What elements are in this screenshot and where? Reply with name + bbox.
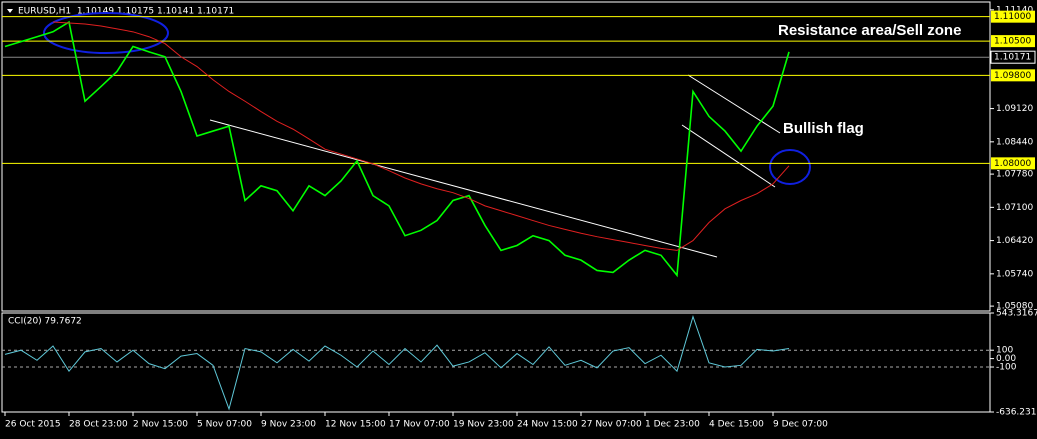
price-panel: [1, 1, 991, 312]
cci-panel: [1, 312, 991, 413]
menu-arrow: [7, 9, 13, 13]
y-tick-label: 1.05080: [996, 302, 1033, 312]
x-tick-label: 9 Nov 23:00: [261, 420, 316, 430]
highlight-ellipse: [769, 149, 811, 185]
chart-title: EURUSD,H1 1.10149 1.10175 1.10141 1.1017…: [18, 7, 234, 17]
highlight-ellipse: [43, 12, 169, 54]
x-tick-label: 4 Dec 15:00: [709, 420, 764, 430]
x-tick-label: 28 Oct 23:00: [69, 420, 128, 430]
y-tick-label: 1.05740: [996, 269, 1033, 279]
series-line: [4, 314, 790, 411]
y-tick-label: 0.00: [996, 354, 1016, 364]
level-label: 1.10500: [994, 37, 1031, 47]
trendline: [209, 119, 718, 258]
last-price-box: [990, 50, 1036, 64]
flag-line: [687, 74, 781, 134]
series-line: [4, 20, 790, 278]
cci-title: CCI(20) 79.7672: [8, 317, 82, 327]
level-label: 1.11000: [994, 12, 1031, 22]
x-tick-label: 24 Nov 15:00: [517, 420, 578, 430]
level-label-box: [991, 69, 1035, 82]
x-tick-label: 5 Nov 07:00: [197, 420, 252, 430]
x-tick-label: 1 Dec 23:00: [645, 420, 700, 430]
level-label-box: [991, 35, 1035, 48]
x-tick-label: 26 Oct 2015: [5, 420, 61, 430]
y-tick-label: -636.231: [996, 408, 1036, 418]
annotation: Bullish flag: [783, 120, 864, 137]
y-tick-label: 1.09120: [996, 104, 1033, 114]
y-tick-label: 1.06420: [996, 236, 1033, 246]
y-tick-label: 1.07780: [996, 170, 1033, 180]
last-price-label: 1.10171: [994, 53, 1031, 63]
series-line: [52, 21, 790, 251]
y-tick-label: -100: [996, 362, 1017, 372]
y-tick-label: 1.11140: [996, 5, 1033, 15]
x-tick-label: 19 Nov 23:00: [453, 420, 514, 430]
x-tick-label: 12 Nov 15:00: [325, 420, 386, 430]
y-tick-label: 1.08440: [996, 137, 1033, 147]
x-tick-label: 17 Nov 07:00: [389, 420, 450, 430]
x-tick-label: 9 Dec 07:00: [773, 420, 828, 430]
x-tick-label: 2 Nov 15:00: [133, 420, 188, 430]
y-tick-label: 100: [996, 346, 1013, 356]
y-tick-label: 1.07100: [996, 203, 1033, 213]
y-tick-label: 543.3167: [996, 309, 1037, 319]
level-label: 1.08000: [994, 159, 1031, 169]
flag-line: [681, 124, 776, 188]
annotation: Resistance area/Sell zone: [778, 22, 961, 39]
level-label-box: [991, 157, 1035, 170]
level-label: 1.09800: [994, 71, 1031, 81]
x-tick-label: 27 Nov 07:00: [581, 420, 642, 430]
level-label-box: [991, 10, 1035, 23]
